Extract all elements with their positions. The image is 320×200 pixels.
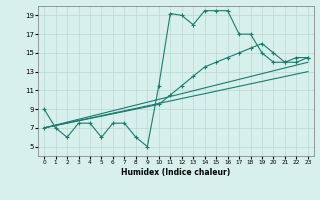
X-axis label: Humidex (Indice chaleur): Humidex (Indice chaleur) xyxy=(121,168,231,177)
